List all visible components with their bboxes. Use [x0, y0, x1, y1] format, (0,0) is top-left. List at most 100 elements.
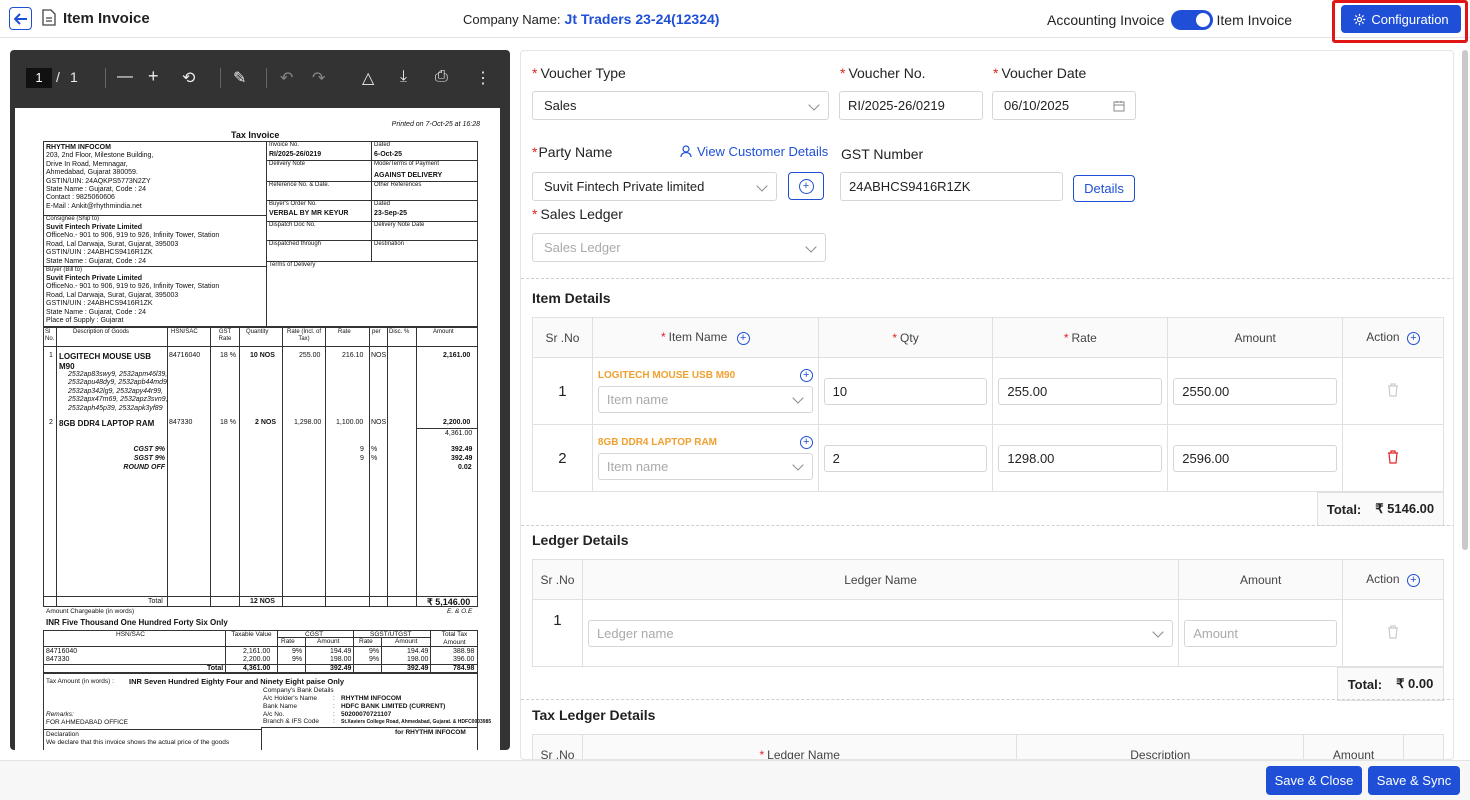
- qty-input[interactable]: 2: [823, 444, 988, 472]
- page-number-input[interactable]: 1: [26, 68, 52, 88]
- chevron-down-icon: [1152, 625, 1164, 638]
- voucher-no-label: * Voucher No.: [840, 65, 926, 81]
- col-action: Action +: [1342, 317, 1444, 358]
- toggle-left-label: Accounting Invoice: [1047, 12, 1165, 28]
- voucher-date-input[interactable]: 06/10/2025: [992, 91, 1136, 120]
- add-drive-icon[interactable]: △: [362, 70, 375, 87]
- configuration-label: Configuration: [1371, 11, 1449, 27]
- sales-ledger-label: * Sales Ledger: [532, 206, 623, 222]
- company-name: Company Name: Jt Traders 23-24(12324): [463, 11, 719, 27]
- party-name-select[interactable]: Suvit Fintech Private limited: [532, 172, 777, 201]
- annotate-icon[interactable]: ✎: [233, 70, 247, 87]
- ledger-details-title: Ledger Details: [532, 532, 629, 548]
- item-name-tag: LOGITECH MOUSE USB M90: [597, 370, 736, 381]
- back-button[interactable]: [9, 7, 32, 30]
- invoice-type-switch[interactable]: [1170, 10, 1213, 30]
- invoice-page: Printed on 7-Oct-25 at 16:28 Tax Invoice…: [15, 108, 500, 750]
- item-name-select[interactable]: Item name: [597, 386, 813, 413]
- item-name-select[interactable]: Item name: [597, 453, 813, 480]
- document-icon: [42, 9, 56, 26]
- redo-icon[interactable]: ↷: [312, 70, 326, 87]
- bottom-bar: [0, 760, 1470, 800]
- chevron-down-icon: [808, 99, 820, 111]
- voucher-no-input[interactable]: RI/2025-26/0219: [839, 91, 983, 120]
- bank-details: A/c Holder's Name: RHYTHM INFOCOM Bank Na…: [263, 695, 492, 726]
- zoom-out-icon[interactable]: —: [117, 68, 133, 85]
- party-name-label: *Party Name: [532, 144, 613, 160]
- col-sr-no: Sr .No: [532, 734, 583, 759]
- ledger-amount-input[interactable]: Amount: [1184, 619, 1338, 647]
- voucher-date-label: * Voucher Date: [993, 65, 1087, 81]
- col-qty: * Qty: [817, 317, 994, 358]
- ledger-name-select[interactable]: Ledger name: [587, 619, 1174, 647]
- seller-block: RHYTHM INFOCOM 203, 2nd Floor, Milestone …: [46, 144, 154, 210]
- undo-icon[interactable]: ↶: [280, 70, 294, 87]
- item-name-tag: 8GB DDR4 LAPTOP RAM: [597, 437, 718, 448]
- trash-icon[interactable]: [1387, 382, 1399, 397]
- buyer-block: Suvit Fintech Private Limited OfficeNo.- …: [46, 275, 220, 324]
- ledger-total: Total: ₹ 0.00: [1337, 667, 1444, 701]
- rotate-icon[interactable]: ⟲: [182, 70, 196, 87]
- configuration-button[interactable]: Configuration: [1341, 5, 1461, 33]
- sales-ledger-select[interactable]: Sales Ledger: [532, 233, 826, 262]
- item-details-table: Sr .No * Item Name + * Qty * Rate Amount Ac…: [532, 317, 1444, 492]
- page-total: 1: [70, 69, 78, 85]
- trash-icon[interactable]: [1387, 449, 1399, 464]
- gst-number-label: GST Number: [841, 146, 924, 162]
- amount-input[interactable]: 2596.00: [1173, 444, 1338, 472]
- col-description: Description: [1016, 734, 1305, 759]
- gst-details-button[interactable]: Details: [1073, 175, 1135, 202]
- col-ledger-name: * Ledger Name: [581, 734, 1018, 759]
- download-icon[interactable]: ⤓: [400, 68, 408, 85]
- gst-number-input[interactable]: 24ABHCS9416R1ZK: [840, 172, 1063, 201]
- serial-numbers: 2532ap83swy9, 2532apm46l39, 2532apu48dy9,…: [68, 371, 169, 412]
- invoice-form: * Voucher Type Sales * Voucher No. RI/2025…: [520, 50, 1454, 760]
- col-item-name: * Item Name +: [591, 317, 819, 358]
- zoom-in-icon[interactable]: +: [148, 66, 159, 86]
- table-row: 2 8GB DDR4 LAPTOP RAM + Item name 2 1298.…: [532, 424, 1444, 492]
- col-sr-no: Sr .No: [532, 559, 583, 600]
- col-action: Action +: [1342, 559, 1444, 600]
- add-item-icon[interactable]: +: [736, 331, 750, 345]
- chevron-down-icon: [791, 392, 804, 404]
- col-sr-no: Sr .No: [532, 317, 593, 358]
- top-bar: Item Invoice Company Name: Jt Traders 23-…: [0, 0, 1470, 38]
- company-label: Company Name:: [463, 12, 561, 27]
- add-row-icon[interactable]: +: [1406, 331, 1420, 345]
- form-scrollbar[interactable]: [1462, 50, 1468, 550]
- voucher-type-select[interactable]: Sales: [532, 91, 829, 120]
- doc-title: Tax Invoice: [231, 130, 280, 140]
- trash-icon[interactable]: [1387, 624, 1399, 639]
- chevron-down-icon: [805, 241, 817, 253]
- rate-input[interactable]: 1298.00: [998, 444, 1163, 472]
- page-title: Item Invoice: [63, 10, 150, 27]
- rate-input[interactable]: 255.00: [998, 377, 1163, 405]
- col-amount: Amount: [1178, 559, 1344, 600]
- add-party-button[interactable]: +: [788, 172, 824, 200]
- save-sync-button[interactable]: Save & Sync: [1368, 766, 1460, 795]
- qty-input[interactable]: 10: [823, 377, 988, 405]
- toggle-right-label: Item Invoice: [1216, 12, 1293, 28]
- more-options-icon[interactable]: ⋮: [475, 70, 491, 87]
- plus-circle-icon[interactable]: +: [799, 436, 813, 449]
- pdf-toolbar: 1 / 1 — + ⟲ ✎ ↶ ↷ △ ⤓ ⎙ ⋮: [10, 50, 510, 104]
- view-customer-details-link[interactable]: View Customer Details: [680, 144, 828, 159]
- company-value[interactable]: Jt Traders 23-24(12324): [564, 11, 720, 27]
- save-close-button[interactable]: Save & Close: [1266, 766, 1362, 795]
- plus-circle-icon[interactable]: +: [799, 369, 813, 382]
- page-separator: /: [56, 69, 60, 85]
- col-action: [1403, 734, 1444, 759]
- plus-circle-icon: +: [798, 178, 814, 194]
- configuration-highlight-frame: [1332, 0, 1468, 43]
- invoice-mode-toggle: Accounting Invoice Item Invoice: [1047, 10, 1292, 30]
- add-row-icon[interactable]: +: [1406, 573, 1420, 587]
- col-amount: Amount: [1303, 734, 1405, 759]
- printed-on: Printed on 7-Oct-25 at 16:28: [391, 121, 480, 128]
- table-row: 1 LOGITECH MOUSE USB M90 + Item name 10 2…: [532, 357, 1444, 425]
- chevron-down-icon: [791, 459, 804, 471]
- user-icon: [680, 145, 692, 158]
- tax-ledger-table: Sr .No * Ledger Name Description Amount: [532, 734, 1444, 759]
- arrow-left-icon: [13, 12, 27, 25]
- amount-input[interactable]: 2550.00: [1173, 377, 1338, 405]
- print-icon[interactable]: ⎙: [435, 68, 448, 85]
